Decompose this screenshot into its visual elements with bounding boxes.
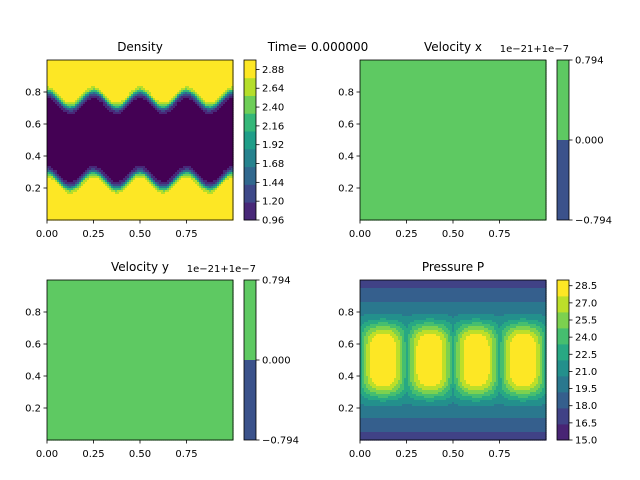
suptitle: Time= 0.000000 — [267, 40, 369, 54]
panel-title: Density — [117, 40, 163, 54]
heatmap-field — [47, 60, 234, 221]
